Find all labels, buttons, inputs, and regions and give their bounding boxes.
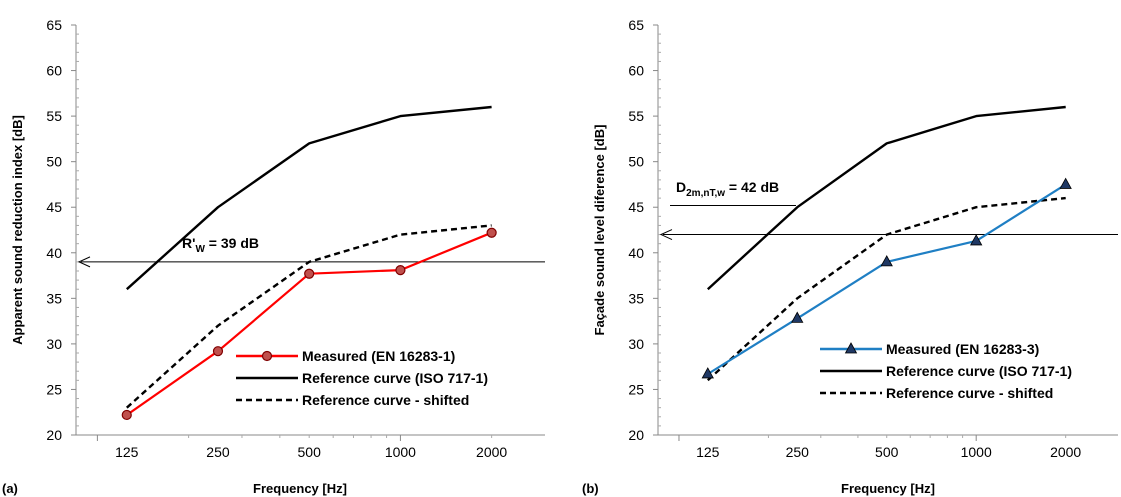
y-tick-label: 30 <box>628 336 644 352</box>
legend-label-2: Reference curve (ISO 717-1) <box>302 370 488 386</box>
y-tick-label: 65 <box>46 17 62 33</box>
panel-label: (a) <box>2 481 18 496</box>
legend-label-2: Reference curve (ISO 717-1) <box>886 363 1072 379</box>
x-tick-label: 500 <box>875 444 899 460</box>
y-tick-label: 50 <box>46 154 62 170</box>
annotation-subscript: W <box>195 244 205 255</box>
annotation-subscript: 2m,nT,w <box>686 188 725 199</box>
data-point <box>970 234 983 246</box>
annotation-main: D <box>676 179 686 195</box>
y-tick-label: 35 <box>628 290 644 306</box>
annotation-suffix: = 39 dB <box>205 235 259 251</box>
annotation-arrowhead <box>659 229 673 241</box>
y-tick-label: 55 <box>628 108 644 124</box>
data-point <box>880 255 893 267</box>
annotation-suffix: = 42 dB <box>725 179 779 195</box>
data-point <box>212 346 224 357</box>
legend-marker <box>261 350 273 362</box>
x-tick-label: 1000 <box>961 444 992 460</box>
y-tick-label: 40 <box>628 245 644 261</box>
y-axis-label: Façade sound level diference [dB] <box>592 125 607 336</box>
data-point <box>486 227 497 238</box>
legend-marker <box>844 342 858 354</box>
annotation-label: R'W = 39 dB <box>182 235 259 255</box>
y-tick-label: 30 <box>46 336 62 352</box>
chart-panel-2: 20 25 30 35 40 45 50 55 60 65 125 250 500 1000 2000 Fre… <box>582 17 1118 496</box>
data-point <box>395 264 406 276</box>
annotation-label: D2m,nT,w = 42 dB <box>676 179 779 199</box>
y-tick-label: 35 <box>46 290 62 306</box>
y-tick-label: 20 <box>628 427 644 443</box>
legend-label-3: Reference curve - shifted <box>886 385 1053 401</box>
y-tick-label: 40 <box>46 245 62 261</box>
x-axis-label: Frequency [Hz] <box>841 481 935 496</box>
data-point <box>121 409 132 421</box>
y-tick-label: 45 <box>46 199 62 215</box>
series-line-3 <box>125 224 492 409</box>
data-point <box>304 268 315 279</box>
y-tick-label: 60 <box>628 63 644 79</box>
x-tick-label: 2000 <box>476 444 507 460</box>
x-tick-label: 125 <box>696 444 720 460</box>
x-tick-label: 250 <box>786 444 810 460</box>
y-axis-label: Apparent sound reduction index [dB] <box>10 115 25 345</box>
legend-label-1: Measured (EN 16283-1) <box>302 348 455 364</box>
series-line-2 <box>706 105 1066 291</box>
x-tick-label: 250 <box>206 444 230 460</box>
series-line-1 <box>126 231 493 416</box>
panel-label: (b) <box>582 481 599 496</box>
y-tick-label: 60 <box>46 63 62 79</box>
series-line-2 <box>125 105 492 291</box>
y-tick-label: 25 <box>46 381 62 397</box>
annotation-arrowhead <box>77 256 91 268</box>
data-point <box>1059 177 1072 189</box>
x-tick-label: 500 <box>298 444 322 460</box>
x-tick-label: 1000 <box>385 444 416 460</box>
y-tick-label: 45 <box>628 199 644 215</box>
legend-label-1: Measured (EN 16283-3) <box>886 341 1039 357</box>
series-line-3 <box>706 196 1066 382</box>
chart-panel-1: 20 25 30 35 40 45 50 55 60 65 125 250 500 1000 2000 Fre… <box>2 17 545 496</box>
y-tick-label: 50 <box>628 154 644 170</box>
x-tick-label: 2000 <box>1050 444 1081 460</box>
y-tick-label: 25 <box>628 381 644 397</box>
data-point <box>701 367 714 379</box>
annotation-main: R' <box>182 235 195 251</box>
x-tick-label: 125 <box>115 444 139 460</box>
legend-label-3: Reference curve - shifted <box>302 392 469 408</box>
data-point <box>791 311 804 323</box>
y-tick-label: 55 <box>46 108 62 124</box>
x-axis-label: Frequency [Hz] <box>253 481 347 496</box>
y-tick-label: 20 <box>46 427 62 443</box>
y-tick-label: 65 <box>628 17 644 33</box>
